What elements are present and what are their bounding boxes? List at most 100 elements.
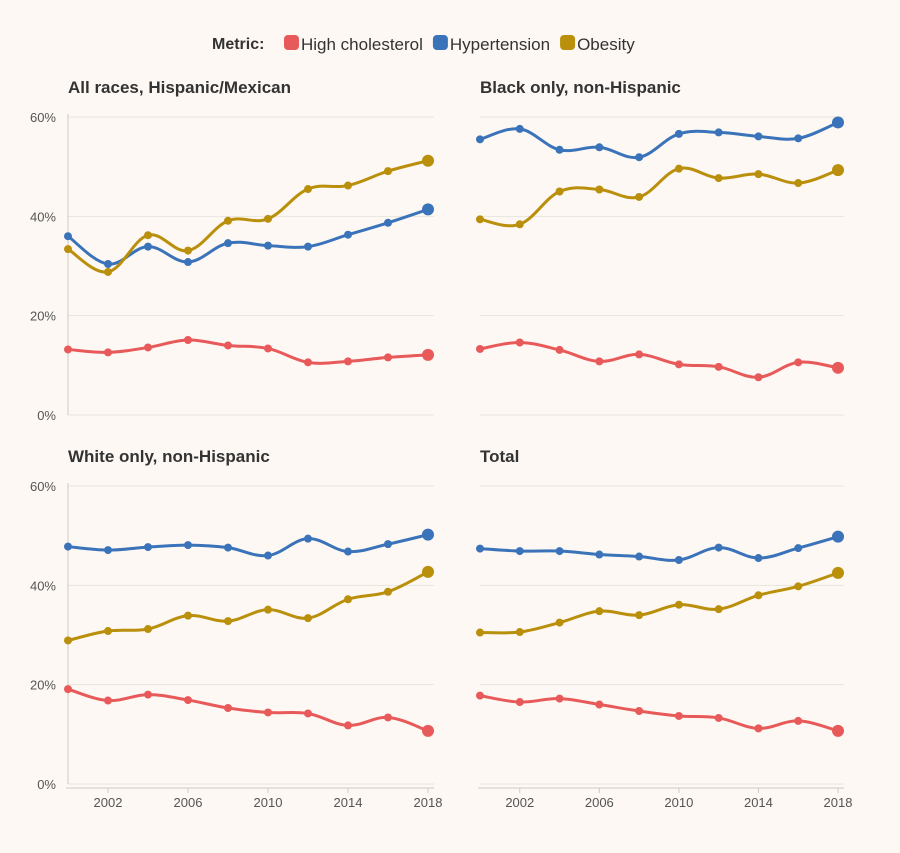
data-point-high-cholesterol-2000[interactable] bbox=[476, 344, 484, 353]
data-point-obesity-2008[interactable] bbox=[224, 617, 232, 626]
data-point-obesity-2014[interactable] bbox=[344, 181, 352, 190]
data-point-obesity-2010[interactable] bbox=[264, 214, 272, 223]
data-point-hypertension-2018[interactable] bbox=[832, 116, 844, 129]
data-point-obesity-2004[interactable] bbox=[144, 231, 152, 240]
data-point-obesity-2000[interactable] bbox=[476, 628, 484, 637]
data-point-hypertension-2016[interactable] bbox=[384, 540, 392, 549]
data-point-hypertension-2000[interactable] bbox=[476, 544, 484, 553]
data-point-hypertension-2012[interactable] bbox=[304, 534, 312, 543]
data-point-high-cholesterol-2008[interactable] bbox=[224, 341, 232, 350]
data-point-high-cholesterol-2014[interactable] bbox=[344, 721, 352, 730]
data-point-high-cholesterol-2008[interactable] bbox=[635, 706, 644, 715]
data-point-hypertension-2016[interactable] bbox=[794, 544, 803, 553]
data-point-high-cholesterol-2000[interactable] bbox=[476, 691, 484, 700]
data-point-obesity-2018[interactable] bbox=[422, 565, 434, 578]
data-point-hypertension-2004[interactable] bbox=[555, 145, 564, 154]
data-point-high-cholesterol-2002[interactable] bbox=[515, 338, 524, 347]
data-point-hypertension-2010[interactable] bbox=[264, 551, 272, 560]
data-point-obesity-2014[interactable] bbox=[754, 170, 763, 179]
data-point-obesity-2010[interactable] bbox=[674, 600, 683, 609]
data-point-hypertension-2012[interactable] bbox=[304, 242, 312, 251]
data-point-obesity-2012[interactable] bbox=[714, 605, 723, 614]
data-point-obesity-2002[interactable] bbox=[515, 220, 524, 229]
data-point-high-cholesterol-2014[interactable] bbox=[754, 724, 763, 733]
data-point-high-cholesterol-2018[interactable] bbox=[832, 361, 844, 374]
data-point-hypertension-2010[interactable] bbox=[674, 129, 683, 138]
data-point-high-cholesterol-2006[interactable] bbox=[184, 696, 192, 705]
data-point-high-cholesterol-2004[interactable] bbox=[144, 343, 152, 352]
data-point-high-cholesterol-2014[interactable] bbox=[344, 357, 352, 366]
data-point-high-cholesterol-2002[interactable] bbox=[104, 696, 112, 705]
data-point-high-cholesterol-2016[interactable] bbox=[384, 713, 392, 722]
data-point-obesity-2006[interactable] bbox=[595, 607, 604, 616]
data-point-high-cholesterol-2004[interactable] bbox=[555, 694, 564, 703]
data-point-obesity-2002[interactable] bbox=[515, 628, 524, 637]
data-point-obesity-2004[interactable] bbox=[555, 618, 564, 627]
data-point-high-cholesterol-2002[interactable] bbox=[104, 348, 112, 357]
data-point-obesity-2000[interactable] bbox=[476, 215, 484, 224]
data-point-hypertension-2008[interactable] bbox=[635, 153, 644, 162]
data-point-obesity-2012[interactable] bbox=[304, 614, 312, 623]
data-point-hypertension-2014[interactable] bbox=[344, 547, 352, 556]
data-point-hypertension-2010[interactable] bbox=[674, 556, 683, 565]
data-point-high-cholesterol-2012[interactable] bbox=[714, 362, 723, 371]
data-point-high-cholesterol-2014[interactable] bbox=[754, 373, 763, 382]
data-point-obesity-2004[interactable] bbox=[555, 187, 564, 196]
data-point-hypertension-2004[interactable] bbox=[555, 547, 564, 556]
data-point-obesity-2006[interactable] bbox=[184, 611, 192, 620]
data-point-obesity-2018[interactable] bbox=[422, 154, 434, 167]
data-point-hypertension-2004[interactable] bbox=[144, 543, 152, 552]
data-point-high-cholesterol-2006[interactable] bbox=[595, 357, 604, 366]
data-point-obesity-2016[interactable] bbox=[384, 587, 392, 596]
data-point-hypertension-2006[interactable] bbox=[184, 258, 192, 267]
data-point-obesity-2018[interactable] bbox=[832, 164, 844, 177]
data-point-hypertension-2016[interactable] bbox=[794, 134, 803, 143]
data-point-hypertension-2008[interactable] bbox=[635, 552, 644, 561]
data-point-obesity-2008[interactable] bbox=[224, 216, 232, 225]
data-point-high-cholesterol-2010[interactable] bbox=[264, 344, 272, 353]
data-point-high-cholesterol-2018[interactable] bbox=[422, 724, 434, 737]
data-point-high-cholesterol-2012[interactable] bbox=[714, 713, 723, 722]
data-point-obesity-2014[interactable] bbox=[754, 591, 763, 600]
data-point-obesity-2010[interactable] bbox=[264, 605, 272, 614]
data-point-hypertension-2012[interactable] bbox=[714, 543, 723, 552]
data-point-obesity-2004[interactable] bbox=[144, 625, 152, 634]
data-point-high-cholesterol-2010[interactable] bbox=[674, 360, 683, 369]
data-point-hypertension-2004[interactable] bbox=[144, 242, 152, 251]
data-point-hypertension-2016[interactable] bbox=[384, 218, 392, 227]
data-point-hypertension-2012[interactable] bbox=[714, 128, 723, 137]
data-point-high-cholesterol-2008[interactable] bbox=[635, 350, 644, 359]
data-point-hypertension-2002[interactable] bbox=[104, 546, 112, 555]
data-point-hypertension-2006[interactable] bbox=[595, 143, 604, 152]
data-point-hypertension-2000[interactable] bbox=[64, 232, 72, 241]
data-point-high-cholesterol-2012[interactable] bbox=[304, 709, 312, 718]
data-point-high-cholesterol-2006[interactable] bbox=[184, 336, 192, 345]
data-point-hypertension-2006[interactable] bbox=[184, 541, 192, 550]
data-point-obesity-2002[interactable] bbox=[104, 627, 112, 636]
data-point-high-cholesterol-2016[interactable] bbox=[384, 353, 392, 362]
data-point-obesity-2018[interactable] bbox=[832, 566, 844, 579]
data-point-hypertension-2014[interactable] bbox=[754, 554, 763, 563]
data-point-hypertension-2006[interactable] bbox=[595, 550, 604, 559]
data-point-obesity-2016[interactable] bbox=[794, 582, 803, 591]
data-point-hypertension-2002[interactable] bbox=[515, 124, 524, 133]
data-point-high-cholesterol-2002[interactable] bbox=[515, 698, 524, 707]
data-point-hypertension-2000[interactable] bbox=[64, 542, 72, 551]
data-point-obesity-2008[interactable] bbox=[635, 192, 644, 201]
data-point-hypertension-2018[interactable] bbox=[832, 530, 844, 543]
data-point-hypertension-2014[interactable] bbox=[754, 132, 763, 141]
data-point-hypertension-2000[interactable] bbox=[476, 135, 484, 144]
data-point-high-cholesterol-2004[interactable] bbox=[555, 345, 564, 354]
data-point-high-cholesterol-2018[interactable] bbox=[832, 724, 844, 737]
data-point-high-cholesterol-2018[interactable] bbox=[422, 348, 434, 361]
data-point-hypertension-2008[interactable] bbox=[224, 543, 232, 552]
data-point-high-cholesterol-2016[interactable] bbox=[794, 716, 803, 725]
data-point-obesity-2016[interactable] bbox=[794, 179, 803, 188]
data-point-obesity-2014[interactable] bbox=[344, 595, 352, 604]
data-point-obesity-2008[interactable] bbox=[635, 611, 644, 620]
data-point-high-cholesterol-2010[interactable] bbox=[674, 711, 683, 720]
data-point-high-cholesterol-2006[interactable] bbox=[595, 700, 604, 709]
data-point-high-cholesterol-2000[interactable] bbox=[64, 685, 72, 694]
data-point-obesity-2002[interactable] bbox=[104, 267, 112, 276]
data-point-obesity-2000[interactable] bbox=[64, 245, 72, 254]
